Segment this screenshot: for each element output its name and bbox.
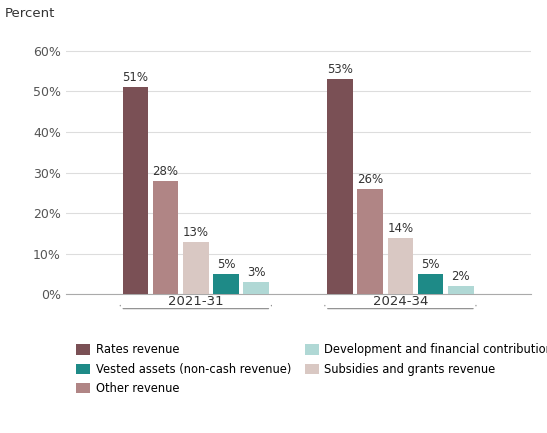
Bar	[183, 242, 208, 294]
Text: 2%: 2%	[451, 271, 470, 284]
Text: 28%: 28%	[153, 165, 179, 178]
Bar	[388, 238, 413, 294]
Bar	[357, 189, 383, 294]
Text: 5%: 5%	[217, 258, 235, 271]
Text: 26%: 26%	[357, 173, 383, 186]
Text: 14%: 14%	[387, 222, 414, 235]
Bar	[213, 274, 239, 294]
Text: 2024-34: 2024-34	[373, 295, 428, 308]
Bar	[327, 79, 353, 294]
Text: 51%: 51%	[123, 71, 148, 84]
Bar	[153, 181, 178, 294]
Bar	[418, 274, 444, 294]
Bar	[243, 282, 269, 294]
Text: 13%: 13%	[183, 226, 209, 239]
Bar	[448, 286, 474, 294]
Text: 5%: 5%	[421, 258, 440, 271]
Legend: Rates revenue, Vested assets (non-cash revenue), Other revenue, Development and : Rates revenue, Vested assets (non-cash r…	[72, 339, 547, 400]
Text: Percent: Percent	[5, 7, 56, 20]
Text: 53%: 53%	[327, 63, 353, 76]
Bar	[123, 87, 148, 294]
Text: 2021-31: 2021-31	[168, 295, 224, 308]
Text: 3%: 3%	[247, 266, 265, 279]
